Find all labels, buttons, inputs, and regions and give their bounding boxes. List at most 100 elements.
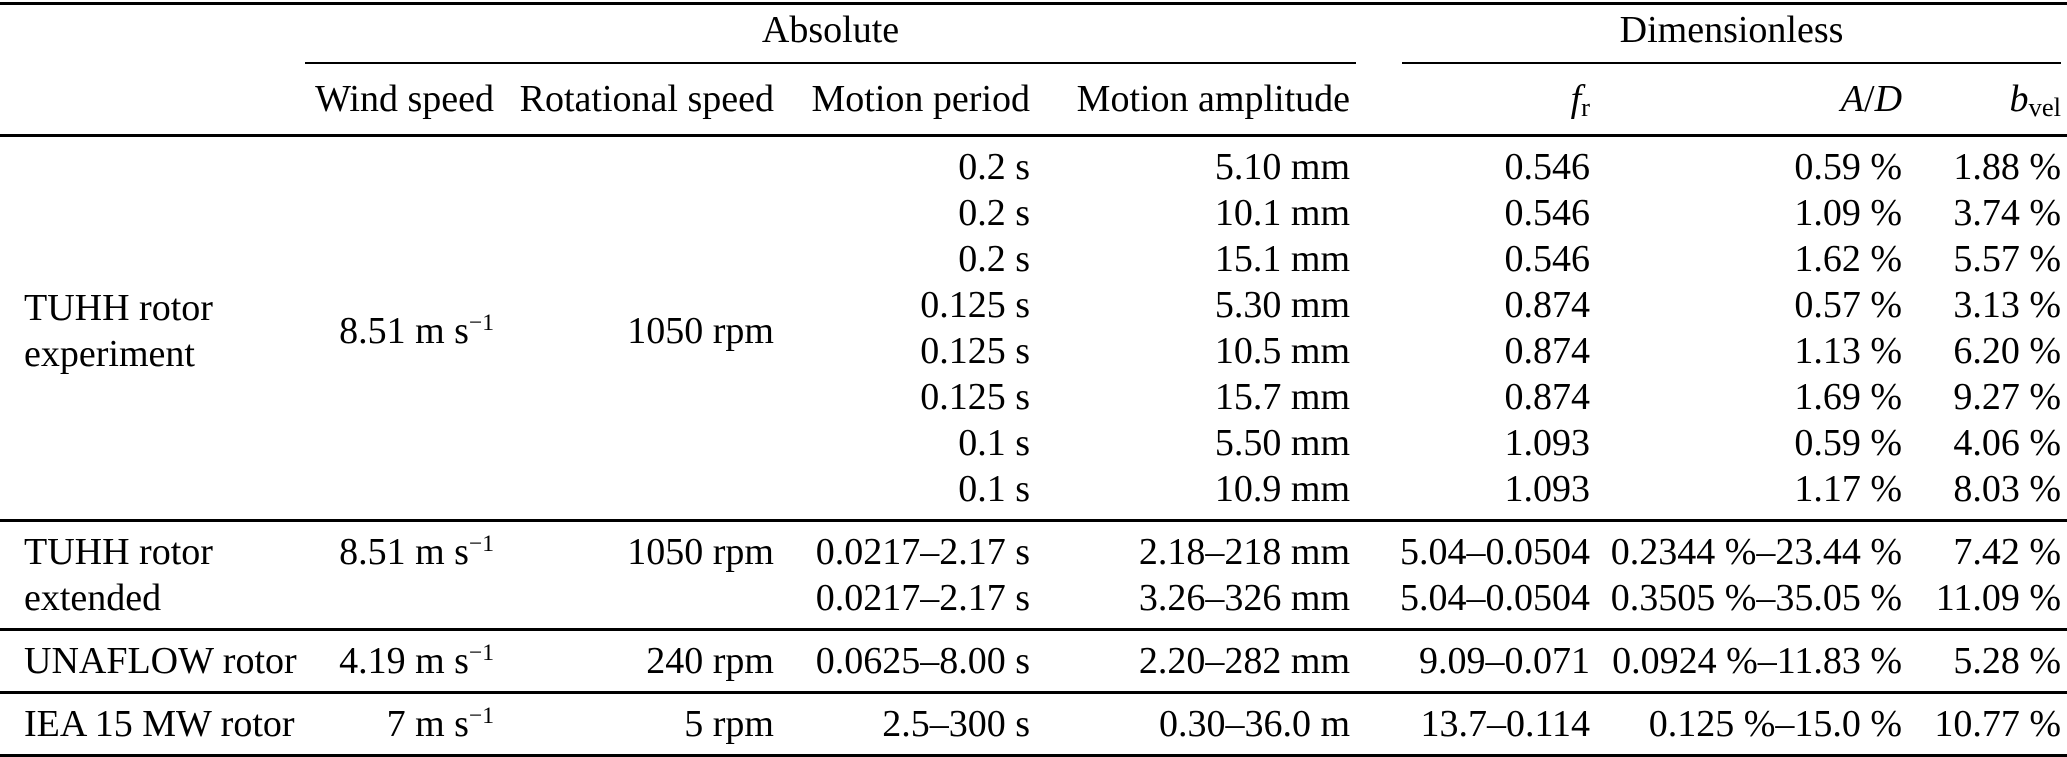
fr-cell: 0.874: [1504, 329, 1591, 372]
motion-period-cell: 0.1 s: [958, 467, 1030, 510]
fr-cell: 0.874: [1504, 375, 1591, 418]
table-row: IEA 15 MW rotor 7 m s−1 5 rpm 2.5–300 s 0.30…: [0, 692, 2067, 755]
motion-amplitude-cell: 5.30 mm: [1214, 283, 1351, 326]
fr-cell: 5.04–0.0504: [1400, 530, 1591, 573]
fr-cell: 9.09–0.071: [1419, 639, 1591, 682]
table-row: 0.125 s 5.30 mm 0.874 0.57 % 3.13 %: [0, 282, 2067, 328]
col-header-a-over-d: A/D: [1596, 63, 1909, 137]
a-over-d-cell: 0.59 %: [1794, 145, 1903, 188]
fr-cell: 13.7–0.114: [1420, 702, 1591, 745]
fr-cell: 0.546: [1504, 145, 1591, 188]
bvel-cell: 5.28 %: [1953, 639, 2062, 682]
bvel-cell: 3.74 %: [1953, 191, 2062, 234]
a-over-d-cell: 1.13 %: [1794, 329, 1903, 372]
rotational-speed-cell: 240 rpm: [646, 639, 774, 682]
motion-period-cell: 0.2 s: [958, 237, 1030, 280]
motion-amplitude-cell: 5.10 mm: [1214, 145, 1351, 188]
table-row: UNAFLOW rotor 4.19 m s−1 240 rpm 0.0625–8.0…: [0, 629, 2067, 692]
row-label: TUHH rotor experiment: [24, 287, 213, 375]
table-row: 0.125 s 15.7 mm 0.874 1.69 % 9.27 %: [0, 374, 2067, 420]
motion-period-cell: 0.125 s: [920, 329, 1030, 372]
motion-amplitude-cell: 2.18–218 mm: [1138, 530, 1351, 573]
wind-speed-cell: 4.19 m s−1: [339, 639, 494, 682]
motion-amplitude-cell: 10.9 mm: [1214, 467, 1351, 510]
table-row: 0.2 s 15.1 mm 0.546 1.62 % 5.57 %: [0, 236, 2067, 282]
motion-amplitude-cell: 10.5 mm: [1214, 329, 1351, 372]
motion-period-cell: 0.2 s: [958, 145, 1030, 188]
a-over-d-cell: 1.62 %: [1794, 237, 1903, 280]
fr-cell: 5.04–0.0504: [1400, 576, 1591, 619]
bvel-cell: 11.09 %: [1935, 576, 2062, 619]
group-header-absolute: Absolute: [305, 4, 1357, 64]
bvel-cell: 5.57 %: [1953, 237, 2062, 280]
table-row: 0.1 s 5.50 mm 1.093 0.59 % 4.06 %: [0, 420, 2067, 466]
group-header-spacer: [0, 4, 305, 64]
col-header-empty: [0, 63, 305, 137]
col-header-wind-speed: Wind speed: [305, 63, 500, 137]
a-over-d-cell: 1.69 %: [1794, 375, 1903, 418]
group-header-row: Absolute Dimensionless: [0, 4, 2067, 64]
motion-amplitude-cell: 5.50 mm: [1214, 421, 1351, 464]
rotational-speed-cell: 5 rpm: [684, 702, 774, 745]
fr-cell: 0.546: [1504, 237, 1591, 280]
bvel-cell: 8.03 %: [1953, 467, 2062, 510]
table-row: TUHH rotor experiment 8.51 m s−1 1050 rpm 0.…: [0, 135, 2067, 376]
a-over-d-cell: 0.59 %: [1794, 421, 1903, 464]
row-label: UNAFLOW rotor: [24, 639, 297, 682]
motion-period-cell: 2.5–300 s: [882, 702, 1030, 745]
col-header-motion-period: Motion period: [780, 63, 1036, 137]
table-row: TUHH rotor extended 8.51 m s−1 1050 rpm 0.02…: [0, 520, 2067, 619]
a-over-d-cell: 1.17 %: [1794, 467, 1903, 510]
row-label: IEA 15 MW rotor: [24, 702, 295, 745]
table-row: 0.125 s 10.5 mm 0.874 1.13 % 6.20 %: [0, 328, 2067, 374]
section-iea-15-mw-rotor: IEA 15 MW rotor 7 m s−1 5 rpm 2.5–300 s 0.30…: [0, 692, 2067, 755]
wind-speed-cell: 8.51 m s−1: [339, 530, 494, 573]
wind-speed-cell: 7 m s−1: [386, 702, 494, 745]
row-label: TUHH rotor extended: [24, 530, 213, 619]
motion-period-cell: 0.0625–8.00 s: [815, 639, 1030, 682]
rotational-speed-cell: 1050 rpm: [627, 530, 774, 573]
fr-cell: 0.546: [1504, 191, 1591, 234]
table-row: 0.0217–2.17 s 3.26–326 mm 5.04–0.0504 0.350…: [0, 575, 2067, 630]
motion-period-cell: 0.2 s: [958, 191, 1030, 234]
column-header-row: Wind speed Rotational speed Motion perio…: [0, 63, 2067, 137]
motion-period-cell: 0.125 s: [920, 375, 1030, 418]
a-over-d-cell: 1.09 %: [1794, 191, 1903, 234]
group-absolute-label: Absolute: [305, 7, 1357, 64]
col-header-rotational-speed: Rotational speed: [500, 63, 780, 137]
motion-amplitude-cell: 15.7 mm: [1214, 375, 1351, 418]
motion-amplitude-cell: 0.30–36.0 m: [1158, 702, 1351, 745]
group-header-dimensionless: Dimensionless: [1356, 4, 2067, 64]
motion-period-cell: 0.0217–2.17 s: [815, 576, 1030, 619]
table-header: Absolute Dimensionless Wind speed Rotati…: [0, 4, 2067, 137]
motion-period-cell: 0.0217–2.17 s: [815, 530, 1030, 573]
bvel-cell: 7.42 %: [1953, 530, 2062, 573]
bvel-cell: 10.77 %: [1934, 702, 2062, 745]
a-over-d-cell: 0.2344 %–23.44 %: [1610, 530, 1903, 573]
motion-amplitude-cell: 15.1 mm: [1214, 237, 1351, 280]
bvel-cell: 6.20 %: [1953, 329, 2062, 372]
col-header-bvel: bvel: [1908, 63, 2067, 137]
motion-amplitude-cell: 3.26–326 mm: [1138, 576, 1351, 619]
section-tuhh-rotor-experiment: TUHH rotor experiment 8.51 m s−1 1050 rpm 0.…: [0, 135, 2067, 520]
a-over-d-cell: 0.125 %–15.0 %: [1648, 702, 1903, 745]
col-header-fr: fr: [1356, 63, 1597, 137]
bvel-cell: 9.27 %: [1953, 375, 2062, 418]
wind-speed-cell: 8.51 m s−1: [339, 310, 494, 352]
a-over-d-cell: 0.0924 %–11.83 %: [1612, 639, 1903, 682]
section-tuhh-rotor-extended: TUHH rotor extended 8.51 m s−1 1050 rpm 0.02…: [0, 520, 2067, 629]
fr-cell: 0.874: [1504, 283, 1591, 326]
bvel-cell: 3.13 %: [1953, 283, 2062, 326]
motion-amplitude-cell: 2.20–282 mm: [1138, 639, 1351, 682]
a-over-d-cell: 0.57 %: [1794, 283, 1903, 326]
col-header-motion-amplitude: Motion amplitude: [1036, 63, 1357, 137]
rotational-speed-cell: 1050 rpm: [627, 310, 774, 352]
fr-cell: 1.093: [1504, 421, 1591, 464]
motion-period-cell: 0.125 s: [920, 283, 1030, 326]
table-row: 0.2 s 10.1 mm 0.546 1.09 % 3.74 %: [0, 190, 2067, 236]
bvel-cell: 1.88 %: [1953, 145, 2062, 188]
fr-cell: 1.093: [1504, 467, 1591, 510]
group-dimensionless-label: Dimensionless: [1402, 7, 2062, 64]
table-row: 0.1 s 10.9 mm 1.093 1.17 % 8.03 %: [0, 466, 2067, 521]
motion-period-cell: 0.1 s: [958, 421, 1030, 464]
